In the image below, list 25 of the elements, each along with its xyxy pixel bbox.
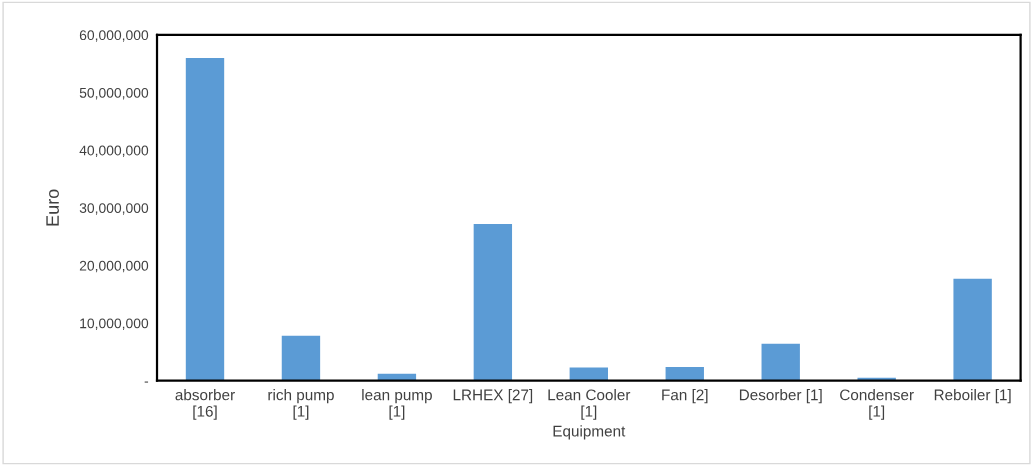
y-tick-label: 40,000,000 xyxy=(79,145,149,158)
y-tick-label: 60,000,000 xyxy=(79,30,149,42)
y-tick-label: 10,000,000 xyxy=(80,318,149,330)
y-tick-label: 20,000,000 xyxy=(79,260,149,273)
y-tick-label: - xyxy=(144,381,149,383)
y-tick-label: 30,000,000 xyxy=(79,203,149,215)
x-tick-label: Lean Cooler [1] xyxy=(548,389,631,420)
x-tick-label: LRHEX [27] xyxy=(453,389,533,404)
bar xyxy=(665,366,704,381)
x-tick-label: Condenser [1] xyxy=(840,389,914,420)
x-tick-label: Desorber [1] xyxy=(739,389,822,404)
x-tick-label: absorber [16] xyxy=(175,389,235,420)
y-axis-title: Euro xyxy=(46,189,59,226)
bar xyxy=(761,343,800,381)
x-tick-label: Fan [2] xyxy=(662,389,708,404)
x-tick-label: Reboiler [1] xyxy=(934,389,1011,404)
bar xyxy=(185,58,225,381)
x-axis-title: Equipment xyxy=(553,425,626,440)
bar xyxy=(569,367,608,381)
x-tick-label: lean pump [1] xyxy=(362,389,432,420)
bar xyxy=(473,223,513,381)
bar xyxy=(281,335,321,381)
x-tick-label: rich pump [1] xyxy=(268,389,334,420)
y-tick-label: 50,000,000 xyxy=(79,87,149,100)
bar xyxy=(953,278,992,381)
